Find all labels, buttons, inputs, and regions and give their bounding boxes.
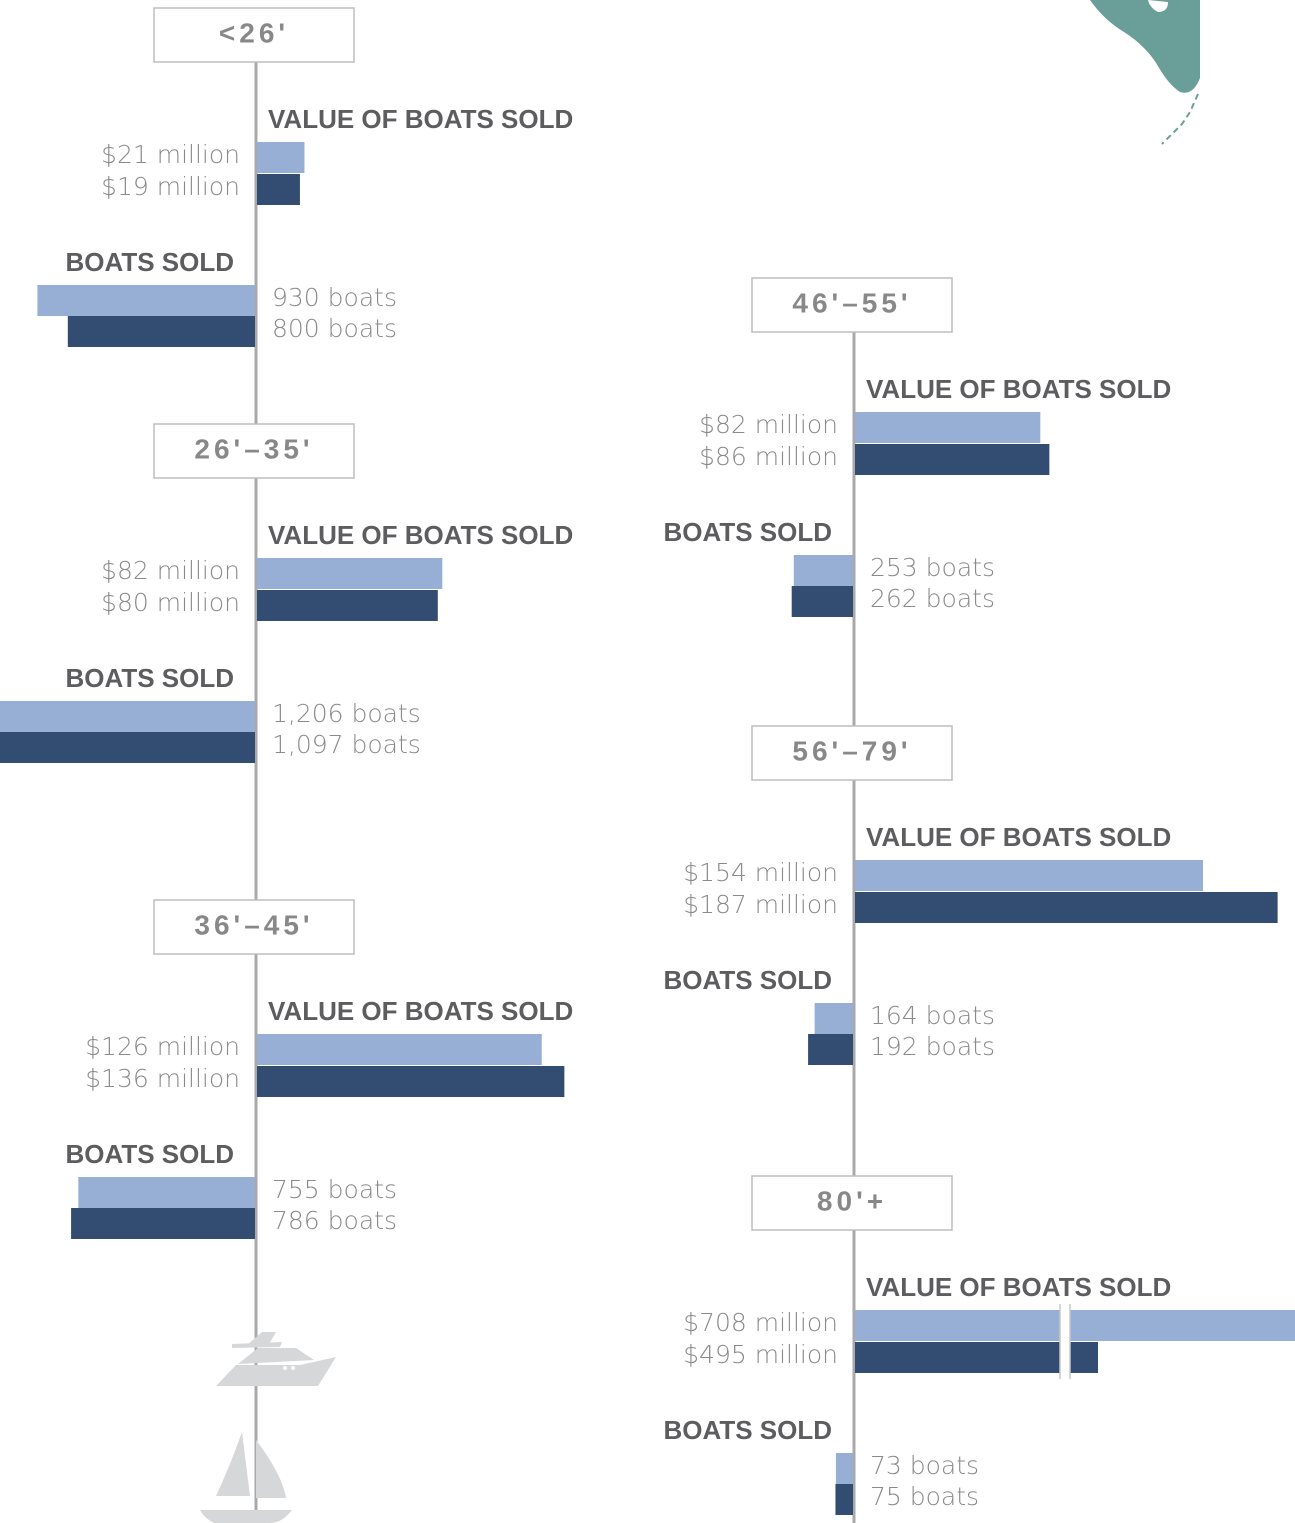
count-label: 1,097 boats xyxy=(272,730,421,759)
value-label: $82 million xyxy=(699,410,838,439)
sailboat-icon xyxy=(200,1432,292,1523)
value-label: $126 million xyxy=(85,1032,240,1061)
count-bar-first xyxy=(814,1003,853,1034)
size-range-label: 26'–35' xyxy=(194,433,313,464)
count-bar-first xyxy=(78,1177,255,1208)
value-label: $495 million xyxy=(683,1340,838,1369)
florida-map-icon xyxy=(1090,0,1200,145)
count-label: 262 boats xyxy=(870,584,995,613)
value-bar-second xyxy=(257,1066,565,1097)
value-heading: VALUE OF BOATS SOLD xyxy=(866,374,1171,404)
count-label: 73 boats xyxy=(870,1451,979,1480)
size-range-label: 56'–79' xyxy=(792,735,911,766)
size-range-pill xyxy=(153,7,355,63)
count-label: 800 boats xyxy=(272,314,397,343)
value-bar-first xyxy=(855,860,1204,891)
value-bar-first xyxy=(257,558,443,589)
count-heading: BOATS SOLD xyxy=(65,663,234,693)
axis-break-gap xyxy=(1060,1304,1070,1376)
value-heading: VALUE OF BOATS SOLD xyxy=(866,822,1171,852)
value-label: $21 million xyxy=(101,140,240,169)
size-group: 36'–45' VALUE OF BOATS SOLD $126 million $1… xyxy=(65,899,573,1239)
count-label: 75 boats xyxy=(870,1482,979,1511)
count-label: 1,206 boats xyxy=(272,699,421,728)
size-range-pill xyxy=(153,423,355,479)
count-label: 786 boats xyxy=(272,1206,397,1235)
size-range-pill xyxy=(153,899,355,955)
value-label: $80 million xyxy=(101,588,240,617)
count-bar-first xyxy=(793,555,853,586)
value-label: $187 million xyxy=(683,890,838,919)
count-bar-first xyxy=(37,285,255,316)
size-range-label: 46'–55' xyxy=(792,287,911,318)
size-range-label: <26' xyxy=(219,17,289,48)
count-heading: BOATS SOLD xyxy=(663,965,832,995)
count-label: 755 boats xyxy=(272,1175,397,1204)
count-bar-second xyxy=(71,1208,256,1239)
count-bar-first xyxy=(0,701,256,732)
value-label: $154 million xyxy=(683,858,838,887)
value-bar-first xyxy=(257,1034,542,1065)
value-label: $82 million xyxy=(101,556,240,585)
value-heading: VALUE OF BOATS SOLD xyxy=(268,104,573,134)
value-heading: VALUE OF BOATS SOLD xyxy=(268,520,573,550)
count-heading: BOATS SOLD xyxy=(65,1139,234,1169)
count-bar-second xyxy=(835,1484,853,1515)
size-range-pill xyxy=(751,725,953,781)
size-group: 26'–35' VALUE OF BOATS SOLD $82 million $80… xyxy=(0,423,573,763)
count-bar-first xyxy=(835,1453,853,1484)
yacht-icon xyxy=(216,1332,336,1386)
value-bar-second xyxy=(855,444,1050,475)
value-label: $86 million xyxy=(699,442,838,471)
value-bar-first xyxy=(257,142,305,173)
size-range-pill xyxy=(751,1175,953,1231)
count-heading: BOATS SOLD xyxy=(65,247,234,277)
value-heading: VALUE OF BOATS SOLD xyxy=(866,1272,1171,1302)
size-group: 46'–55' VALUE OF BOATS SOLD $82 million $86… xyxy=(663,277,1171,617)
value-bar-second xyxy=(257,590,438,621)
count-heading: BOATS SOLD xyxy=(663,517,832,547)
size-group: <26' VALUE OF BOATS SOLD $21 million $19 mi… xyxy=(37,7,573,347)
value-bar-first xyxy=(855,412,1041,443)
value-bar-first xyxy=(855,1310,1295,1341)
value-bar-second xyxy=(257,174,300,205)
count-label: 253 boats xyxy=(870,553,995,582)
size-range-pill xyxy=(751,277,953,333)
count-label: 192 boats xyxy=(870,1032,995,1061)
size-range-label: 36'–45' xyxy=(194,909,313,940)
value-bar-second xyxy=(855,1342,1098,1373)
count-label: 164 boats xyxy=(870,1001,995,1030)
size-range-label: 80'+ xyxy=(817,1185,887,1216)
value-label: $708 million xyxy=(683,1308,838,1337)
value-bar-second xyxy=(855,892,1278,923)
size-group: 80'+ VALUE OF BOATS SOLD $708 million $495 … xyxy=(663,1175,1295,1515)
count-label: 930 boats xyxy=(272,283,397,312)
count-heading: BOATS SOLD xyxy=(663,1415,832,1445)
count-bar-second xyxy=(791,586,853,617)
count-bar-second xyxy=(67,316,255,347)
count-bar-second xyxy=(0,732,255,763)
size-group: 56'–79' VALUE OF BOATS SOLD $154 million $1… xyxy=(663,725,1278,1065)
value-label: $136 million xyxy=(85,1064,240,1093)
value-label: $19 million xyxy=(101,172,240,201)
count-bar-second xyxy=(808,1034,853,1065)
value-heading: VALUE OF BOATS SOLD xyxy=(268,996,573,1026)
